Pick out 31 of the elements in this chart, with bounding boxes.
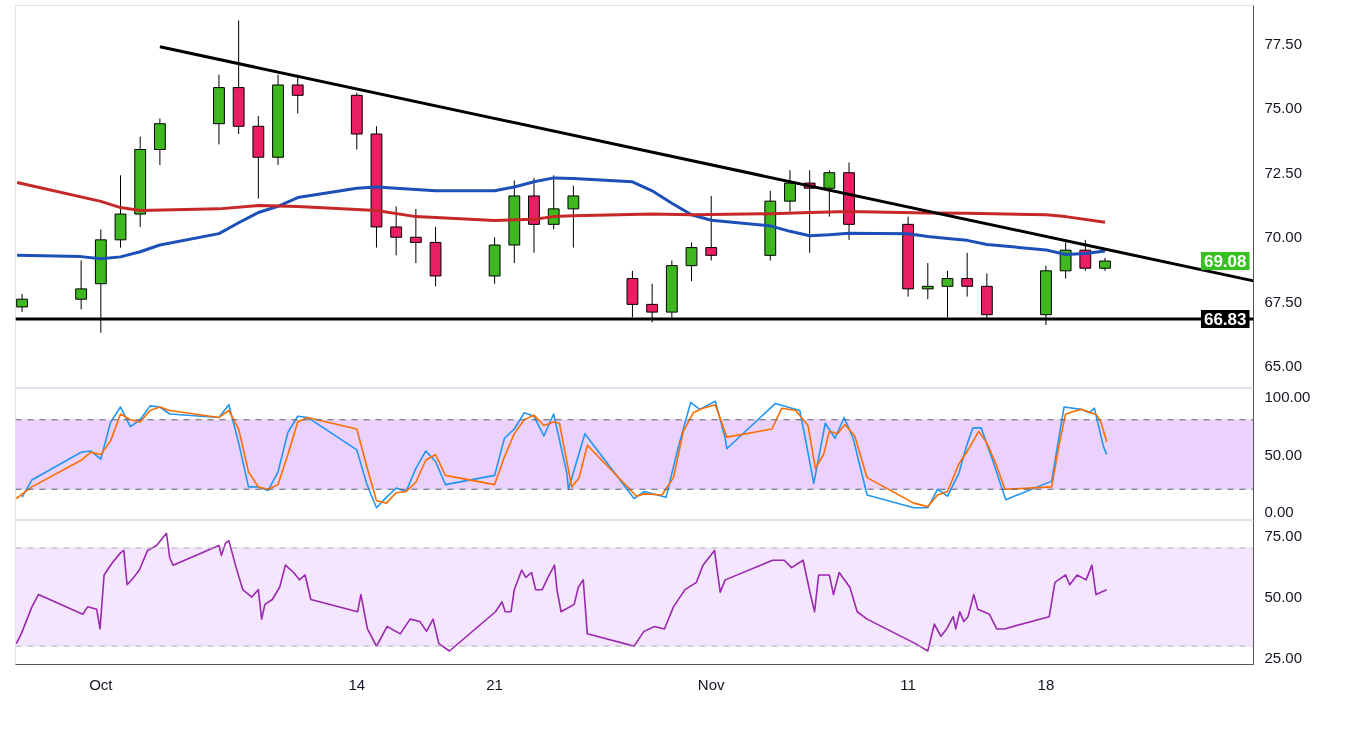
annotation: 69.08 — [1203, 252, 1247, 272]
y-tick-label: 50.00 — [1264, 588, 1303, 606]
candlestick — [75, 259, 88, 311]
candlestick — [921, 262, 934, 300]
y-tick-label: 50.00 — [1264, 445, 1303, 463]
y-tick-label: 100.00 — [1264, 387, 1311, 405]
x-tick-label: 14 — [348, 675, 366, 693]
y-tick-label: 25.00 — [1264, 649, 1303, 667]
candlestick — [961, 252, 974, 298]
y-tick-label: 70.00 — [1264, 228, 1303, 246]
y-tick-label: 72.50 — [1264, 163, 1303, 181]
candlestick — [16, 293, 28, 313]
candlestick — [705, 195, 718, 261]
candlestick — [390, 205, 403, 256]
candlestick — [409, 208, 422, 264]
x-tick-label: 11 — [900, 675, 916, 693]
y-tick-label: 67.50 — [1264, 292, 1303, 310]
x-tick-label: 18 — [1037, 675, 1055, 693]
x-tick-label: Oct — [89, 675, 114, 693]
y-tick-label: 75.00 — [1264, 526, 1303, 544]
ref-line-label: 66.83 — [1203, 310, 1247, 330]
candlestick — [784, 169, 796, 212]
x-tick-label: Nov — [697, 675, 726, 693]
y-tick-label: 77.50 — [1264, 34, 1303, 52]
y-tick-label: 75.00 — [1264, 99, 1303, 117]
y-tick-label: 65.00 — [1264, 357, 1303, 375]
candlestick — [823, 169, 836, 218]
candlestick — [567, 185, 580, 249]
y-tick-label: 0.00 — [1264, 503, 1294, 521]
x-tick-label: 21 — [486, 675, 503, 693]
candlestick — [685, 241, 698, 282]
